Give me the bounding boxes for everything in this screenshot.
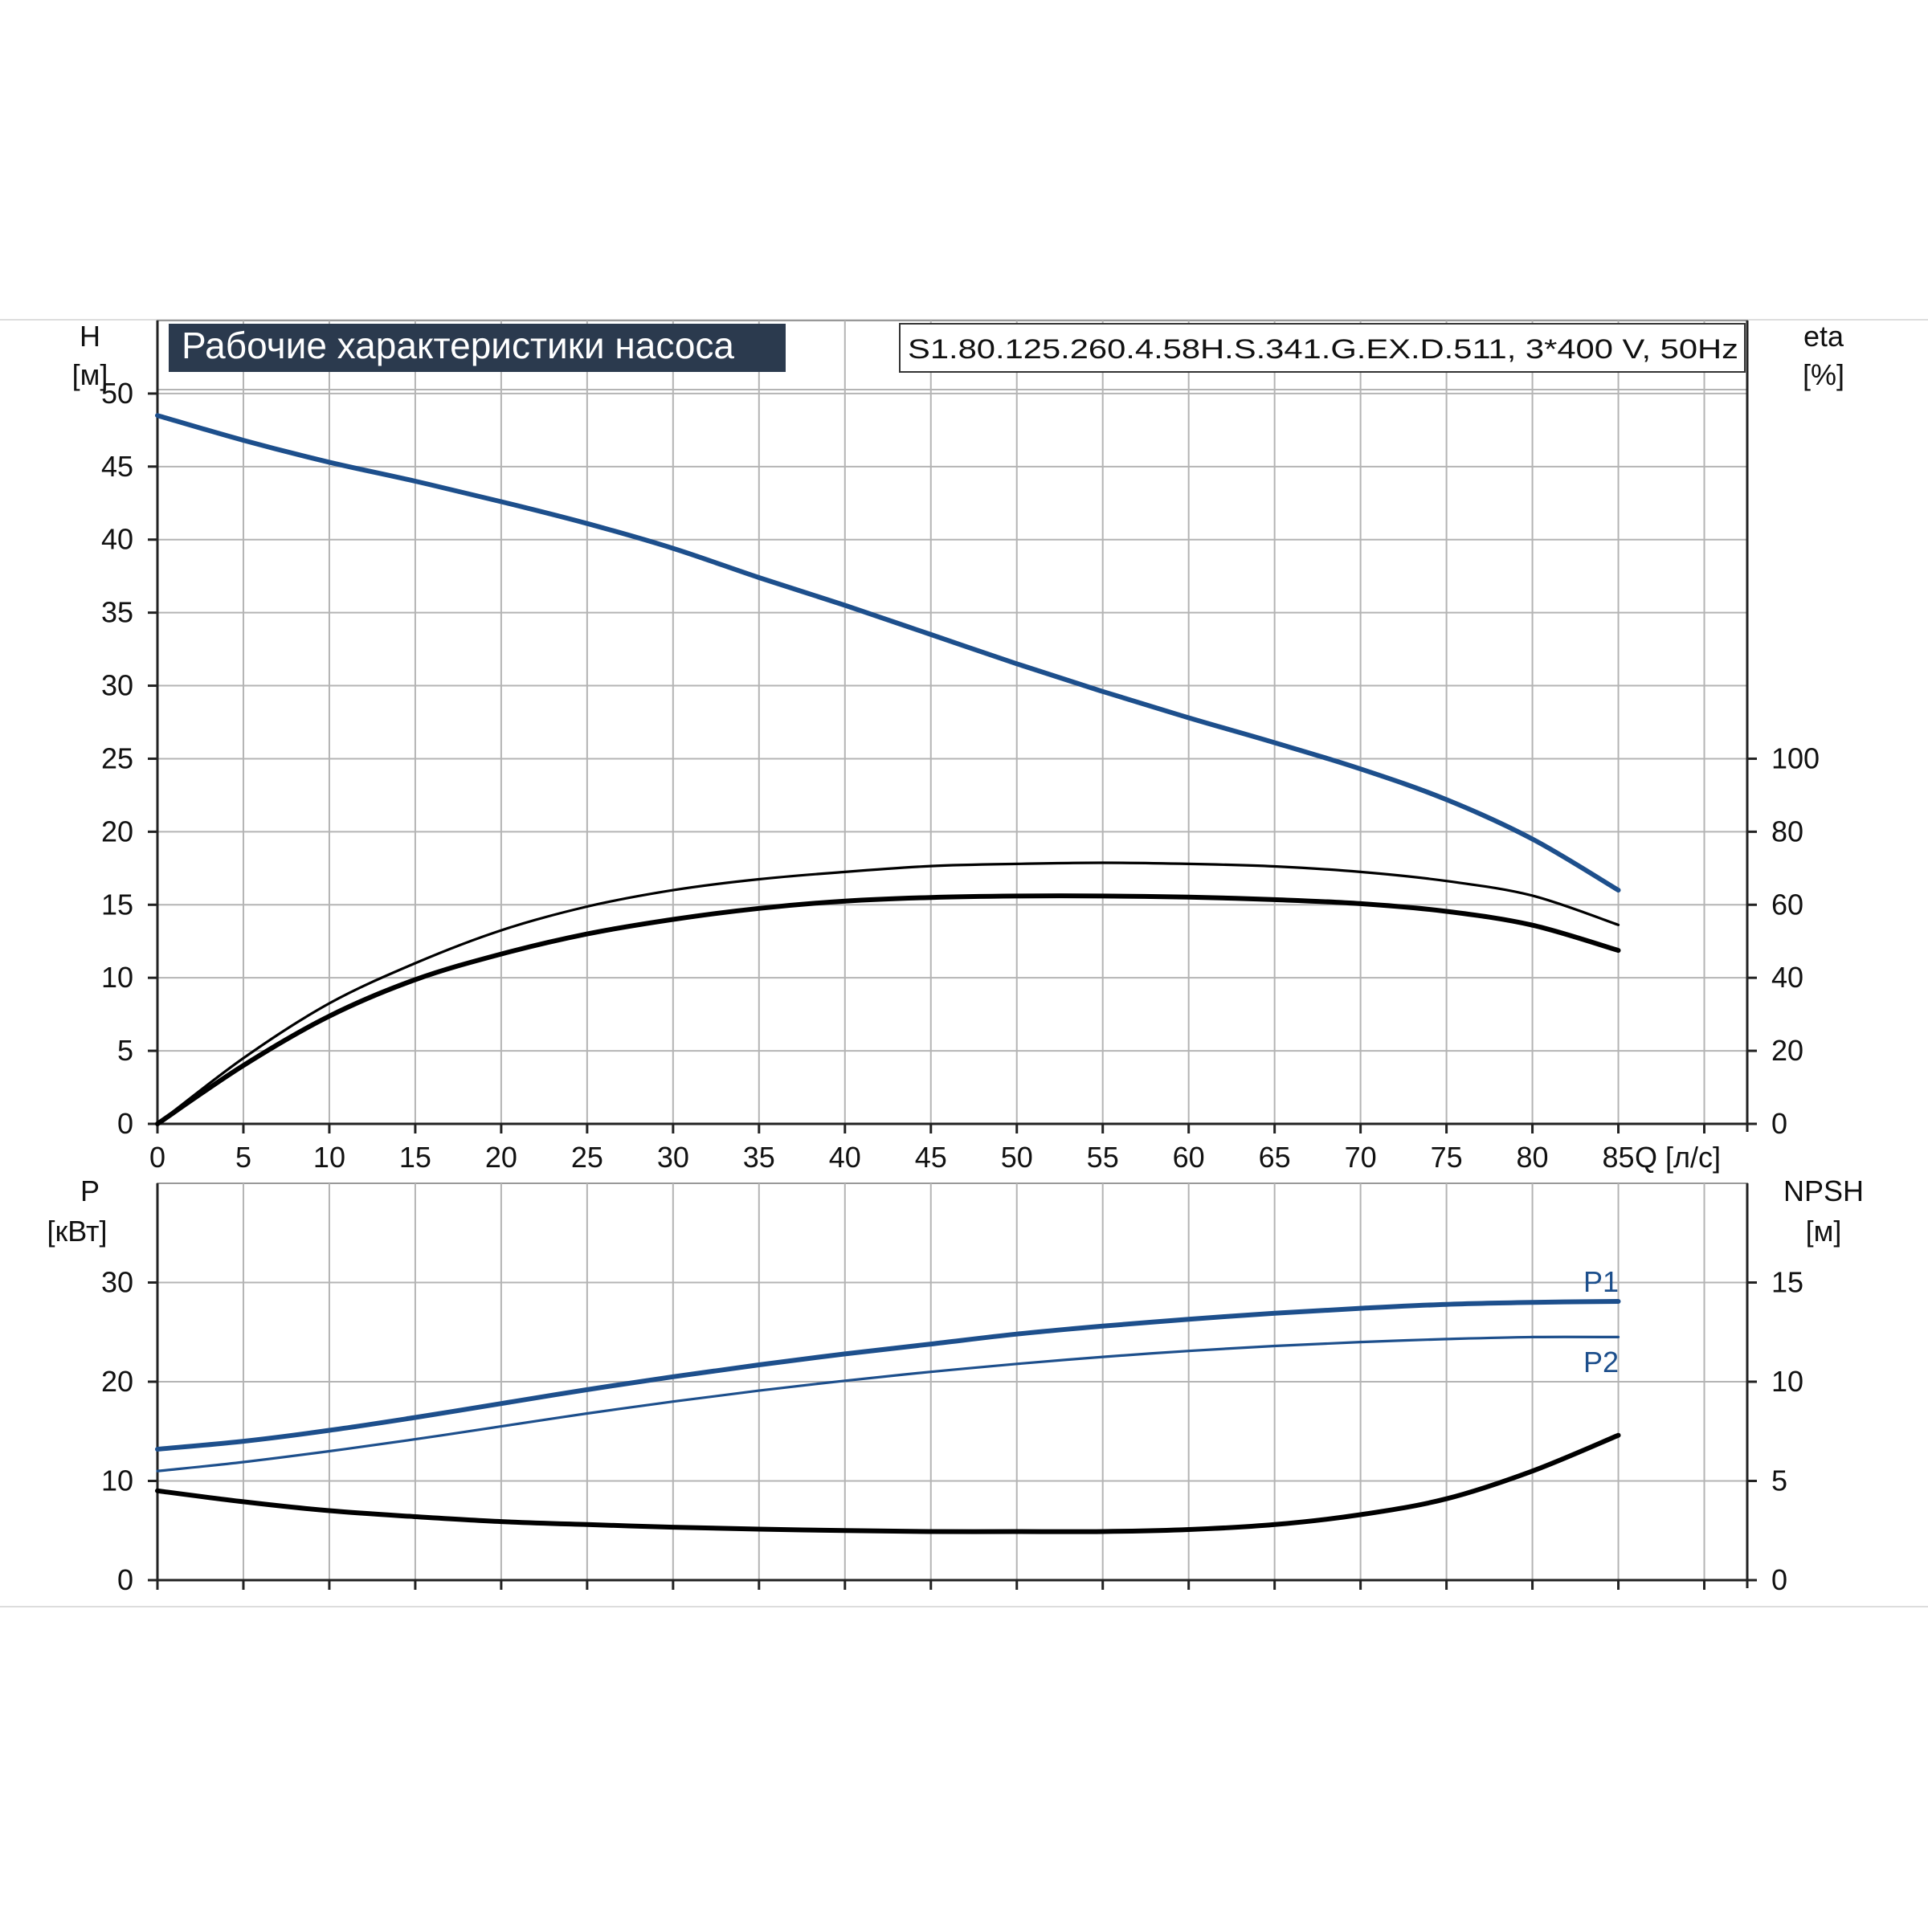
x-tick-label: 80	[1517, 1141, 1549, 1174]
top-frame	[157, 320, 1748, 1125]
x-tick-label: 70	[1345, 1141, 1377, 1174]
x-tick-label: 65	[1259, 1141, 1291, 1174]
title-box	[169, 324, 786, 372]
top-left-tick-label: 20	[101, 815, 133, 848]
model-box	[899, 323, 1746, 373]
top-series-2-line	[156, 861, 1620, 1125]
top-left-axis-title: H	[80, 320, 100, 353]
x-tick-label: 0	[149, 1141, 165, 1174]
top-chart-series	[155, 413, 1621, 1126]
bottom-series-3-line	[155, 1432, 1621, 1534]
top-left-tick-label: 0	[117, 1107, 133, 1140]
top-chart-axes: 05101520253035404550020406080100H[м]eta[…	[72, 320, 1844, 1174]
top-left-tick-label: 45	[101, 450, 133, 483]
bottom-chart-axes: 0 10 20 30 0 5 10 15 P [кВт] NPSH [м]	[47, 1174, 1864, 1596]
bottom-series-p2-line	[156, 1335, 1620, 1472]
top-right-tick-label: 20	[1771, 1034, 1803, 1067]
top-right-tick-label: 100	[1771, 741, 1820, 774]
x-tick-label: 75	[1431, 1141, 1463, 1174]
chart-header: Рабочие характеристики насоса S1.80.125.…	[169, 323, 1746, 373]
top-left-tick-label: 5	[117, 1034, 133, 1067]
bottom-right-tick-label: 10	[1771, 1365, 1803, 1398]
x-tick-label: 25	[571, 1141, 603, 1174]
top-left-axis-unit: [м]	[72, 358, 108, 391]
top-right-tick-label: 0	[1771, 1107, 1787, 1140]
top-left-tick-label: 40	[101, 523, 133, 556]
bottom-left-tick-label: 30	[101, 1266, 133, 1299]
bottom-left-tick-label: 10	[101, 1464, 133, 1497]
x-tick-label: 85	[1603, 1141, 1635, 1174]
bottom-chart-series: P1 P2	[155, 1265, 1621, 1534]
model-label: S1.80.125.260.4.58H.S.341.G.EX.D.511, 3*…	[908, 334, 1738, 365]
top-right-tick-label: 40	[1771, 961, 1803, 994]
top-series-1-line	[155, 413, 1621, 893]
top-left-tick-label: 15	[101, 888, 133, 921]
bottom-left-axis-title: P	[80, 1174, 100, 1207]
top-chart-grid	[157, 320, 1748, 1125]
x-tick-label: 30	[657, 1141, 689, 1174]
x-tick-label: 35	[743, 1141, 775, 1174]
x-tick-label: 5	[235, 1141, 251, 1174]
x-axis-title: Q [л/с]	[1635, 1141, 1721, 1174]
bottom-left-axis-unit: [кВт]	[47, 1215, 107, 1248]
p2-series-label: P2	[1583, 1346, 1619, 1379]
bottom-right-tick-label: 15	[1771, 1266, 1803, 1299]
top-left-tick-label: 25	[101, 741, 133, 774]
top-right-tick-label: 80	[1771, 815, 1803, 848]
top-left-tick-label: 50	[101, 377, 133, 410]
top-left-tick-label: 35	[101, 596, 133, 629]
bottom-right-tick-label: 5	[1771, 1464, 1787, 1497]
bottom-left-tick-label: 0	[117, 1563, 133, 1596]
bottom-chart-grid	[157, 1182, 1748, 1581]
x-tick-label: 10	[313, 1141, 345, 1174]
x-tick-label: 20	[485, 1141, 517, 1174]
x-tick-label: 40	[829, 1141, 861, 1174]
x-tick-label: 50	[1001, 1141, 1033, 1174]
top-left-tick-label: 10	[101, 961, 133, 994]
x-tick-label: 55	[1087, 1141, 1119, 1174]
bottom-right-axis-unit: [м]	[1806, 1215, 1842, 1248]
top-left-tick-label: 30	[101, 669, 133, 702]
x-tick-label: 60	[1173, 1141, 1205, 1174]
bottom-series-p1-line	[155, 1299, 1621, 1452]
x-tick-label: 15	[399, 1141, 431, 1174]
top-series-3-line	[155, 893, 1621, 1126]
top-right-axis-unit: [%]	[1803, 358, 1844, 391]
bottom-left-tick-label: 20	[101, 1365, 133, 1398]
top-right-tick-label: 60	[1771, 888, 1803, 921]
top-right-axis-title: eta	[1803, 320, 1844, 353]
p1-series-label: P1	[1583, 1265, 1619, 1298]
bottom-right-axis-title: NPSH	[1783, 1174, 1864, 1207]
chart-title: Рабочие характеристики насоса	[182, 325, 734, 366]
x-tick-label: 45	[915, 1141, 947, 1174]
bottom-right-tick-label: 0	[1771, 1563, 1787, 1596]
